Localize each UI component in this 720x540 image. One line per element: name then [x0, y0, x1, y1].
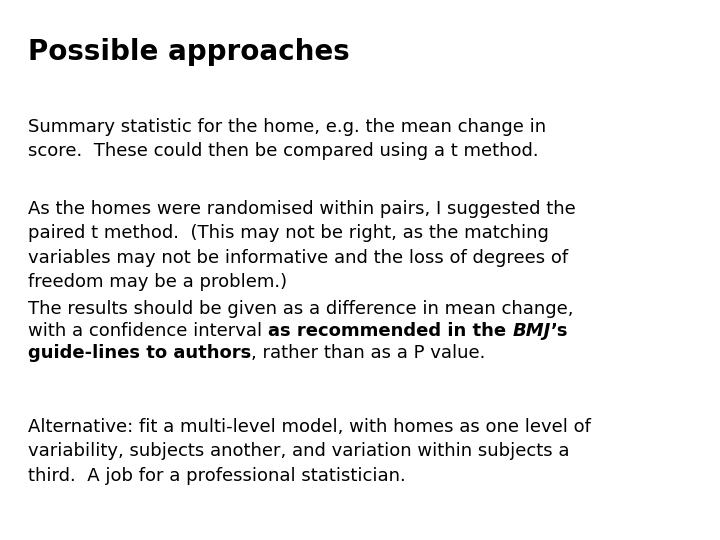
Text: , rather than as a P value.: , rather than as a P value. [251, 344, 485, 362]
Text: BMJ: BMJ [512, 322, 551, 340]
Text: guide-lines to authors: guide-lines to authors [28, 344, 251, 362]
Text: ’s: ’s [551, 322, 568, 340]
Text: Summary statistic for the home, e.g. the mean change in
score.  These could then: Summary statistic for the home, e.g. the… [28, 118, 546, 160]
Text: As the homes were randomised within pairs, I suggested the
paired t method.  (Th: As the homes were randomised within pair… [28, 200, 576, 291]
Text: as recommended in the: as recommended in the [268, 322, 512, 340]
Text: Possible approaches: Possible approaches [28, 38, 350, 66]
Text: Alternative: fit a multi-level model, with homes as one level of
variability, su: Alternative: fit a multi-level model, wi… [28, 418, 591, 484]
Text: with a confidence interval: with a confidence interval [28, 322, 268, 340]
Text: The results should be given as a difference in mean change,: The results should be given as a differe… [28, 300, 574, 318]
